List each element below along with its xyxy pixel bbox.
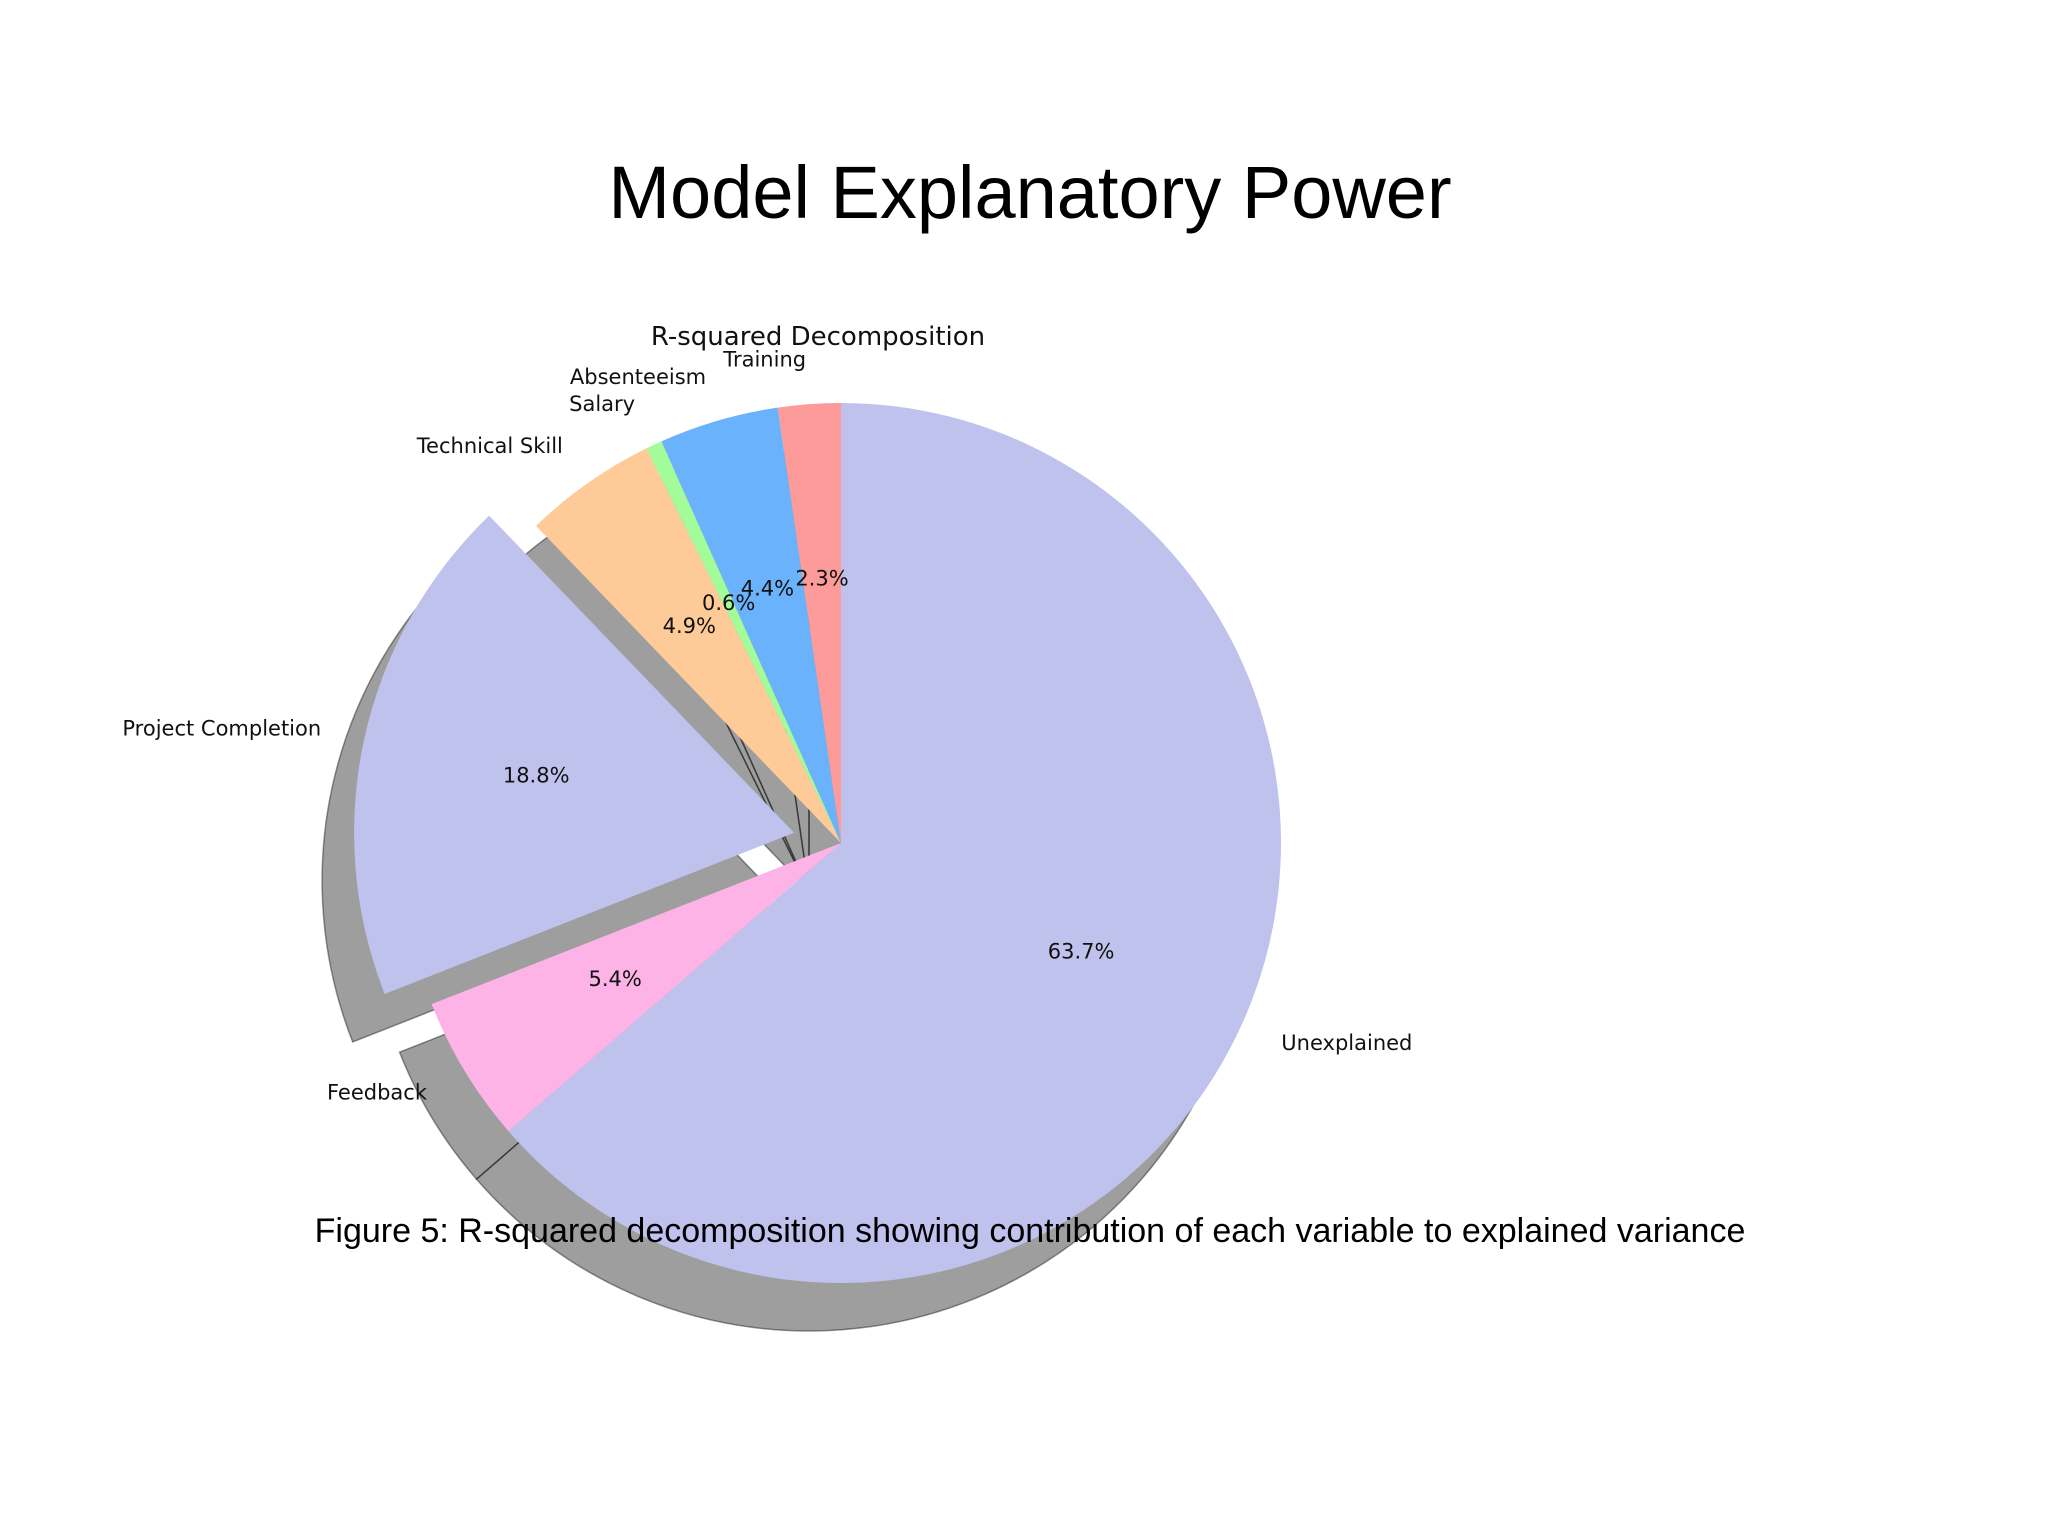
pie-slice-salary	[646, 441, 841, 843]
pie-slice-technical-skill	[536, 448, 841, 843]
slice-label-absenteeism: Absenteeism	[570, 365, 706, 389]
pie-label-layer: Unexplained 63.7% Feedback 5.4% Project Comp…	[122, 347, 1412, 1104]
chart-title: R-squared Decomposition	[651, 322, 985, 352]
slide-title: Model Explanatory Power	[608, 151, 1452, 234]
figure-caption: Figure 5: R-squared decomposition showin…	[314, 1212, 1746, 1250]
pie-slice-layer	[354, 403, 1281, 1283]
pie-slice-absenteeism	[661, 407, 841, 843]
slice-label-salary: Salary	[569, 392, 635, 416]
slice-label-project-completion: Project Completion	[122, 717, 321, 741]
pie-slice-unexplained	[508, 403, 1281, 1283]
pie-slice-feedback	[431, 843, 841, 1132]
slice-pct-project-completion: 18.8%	[503, 763, 570, 787]
slice-pct-technical-skill: 4.9%	[663, 614, 716, 638]
slice-label-technical-skill: Technical Skill	[416, 434, 563, 458]
slice-pct-feedback: 5.4%	[589, 967, 642, 991]
slice-label-unexplained: Unexplained	[1281, 1031, 1412, 1055]
pie-slice-project-completion	[354, 515, 795, 994]
slice-label-feedback: Feedback	[327, 1081, 428, 1105]
slice-pct-absenteeism: 4.4%	[741, 577, 794, 601]
pie-slice-training	[777, 403, 841, 843]
slice-pct-training: 2.3%	[795, 567, 848, 591]
slice-pct-salary: 0.6%	[702, 591, 755, 615]
slice-label-training: Training	[722, 347, 806, 371]
slice-pct-unexplained: 63.7%	[1048, 940, 1115, 964]
